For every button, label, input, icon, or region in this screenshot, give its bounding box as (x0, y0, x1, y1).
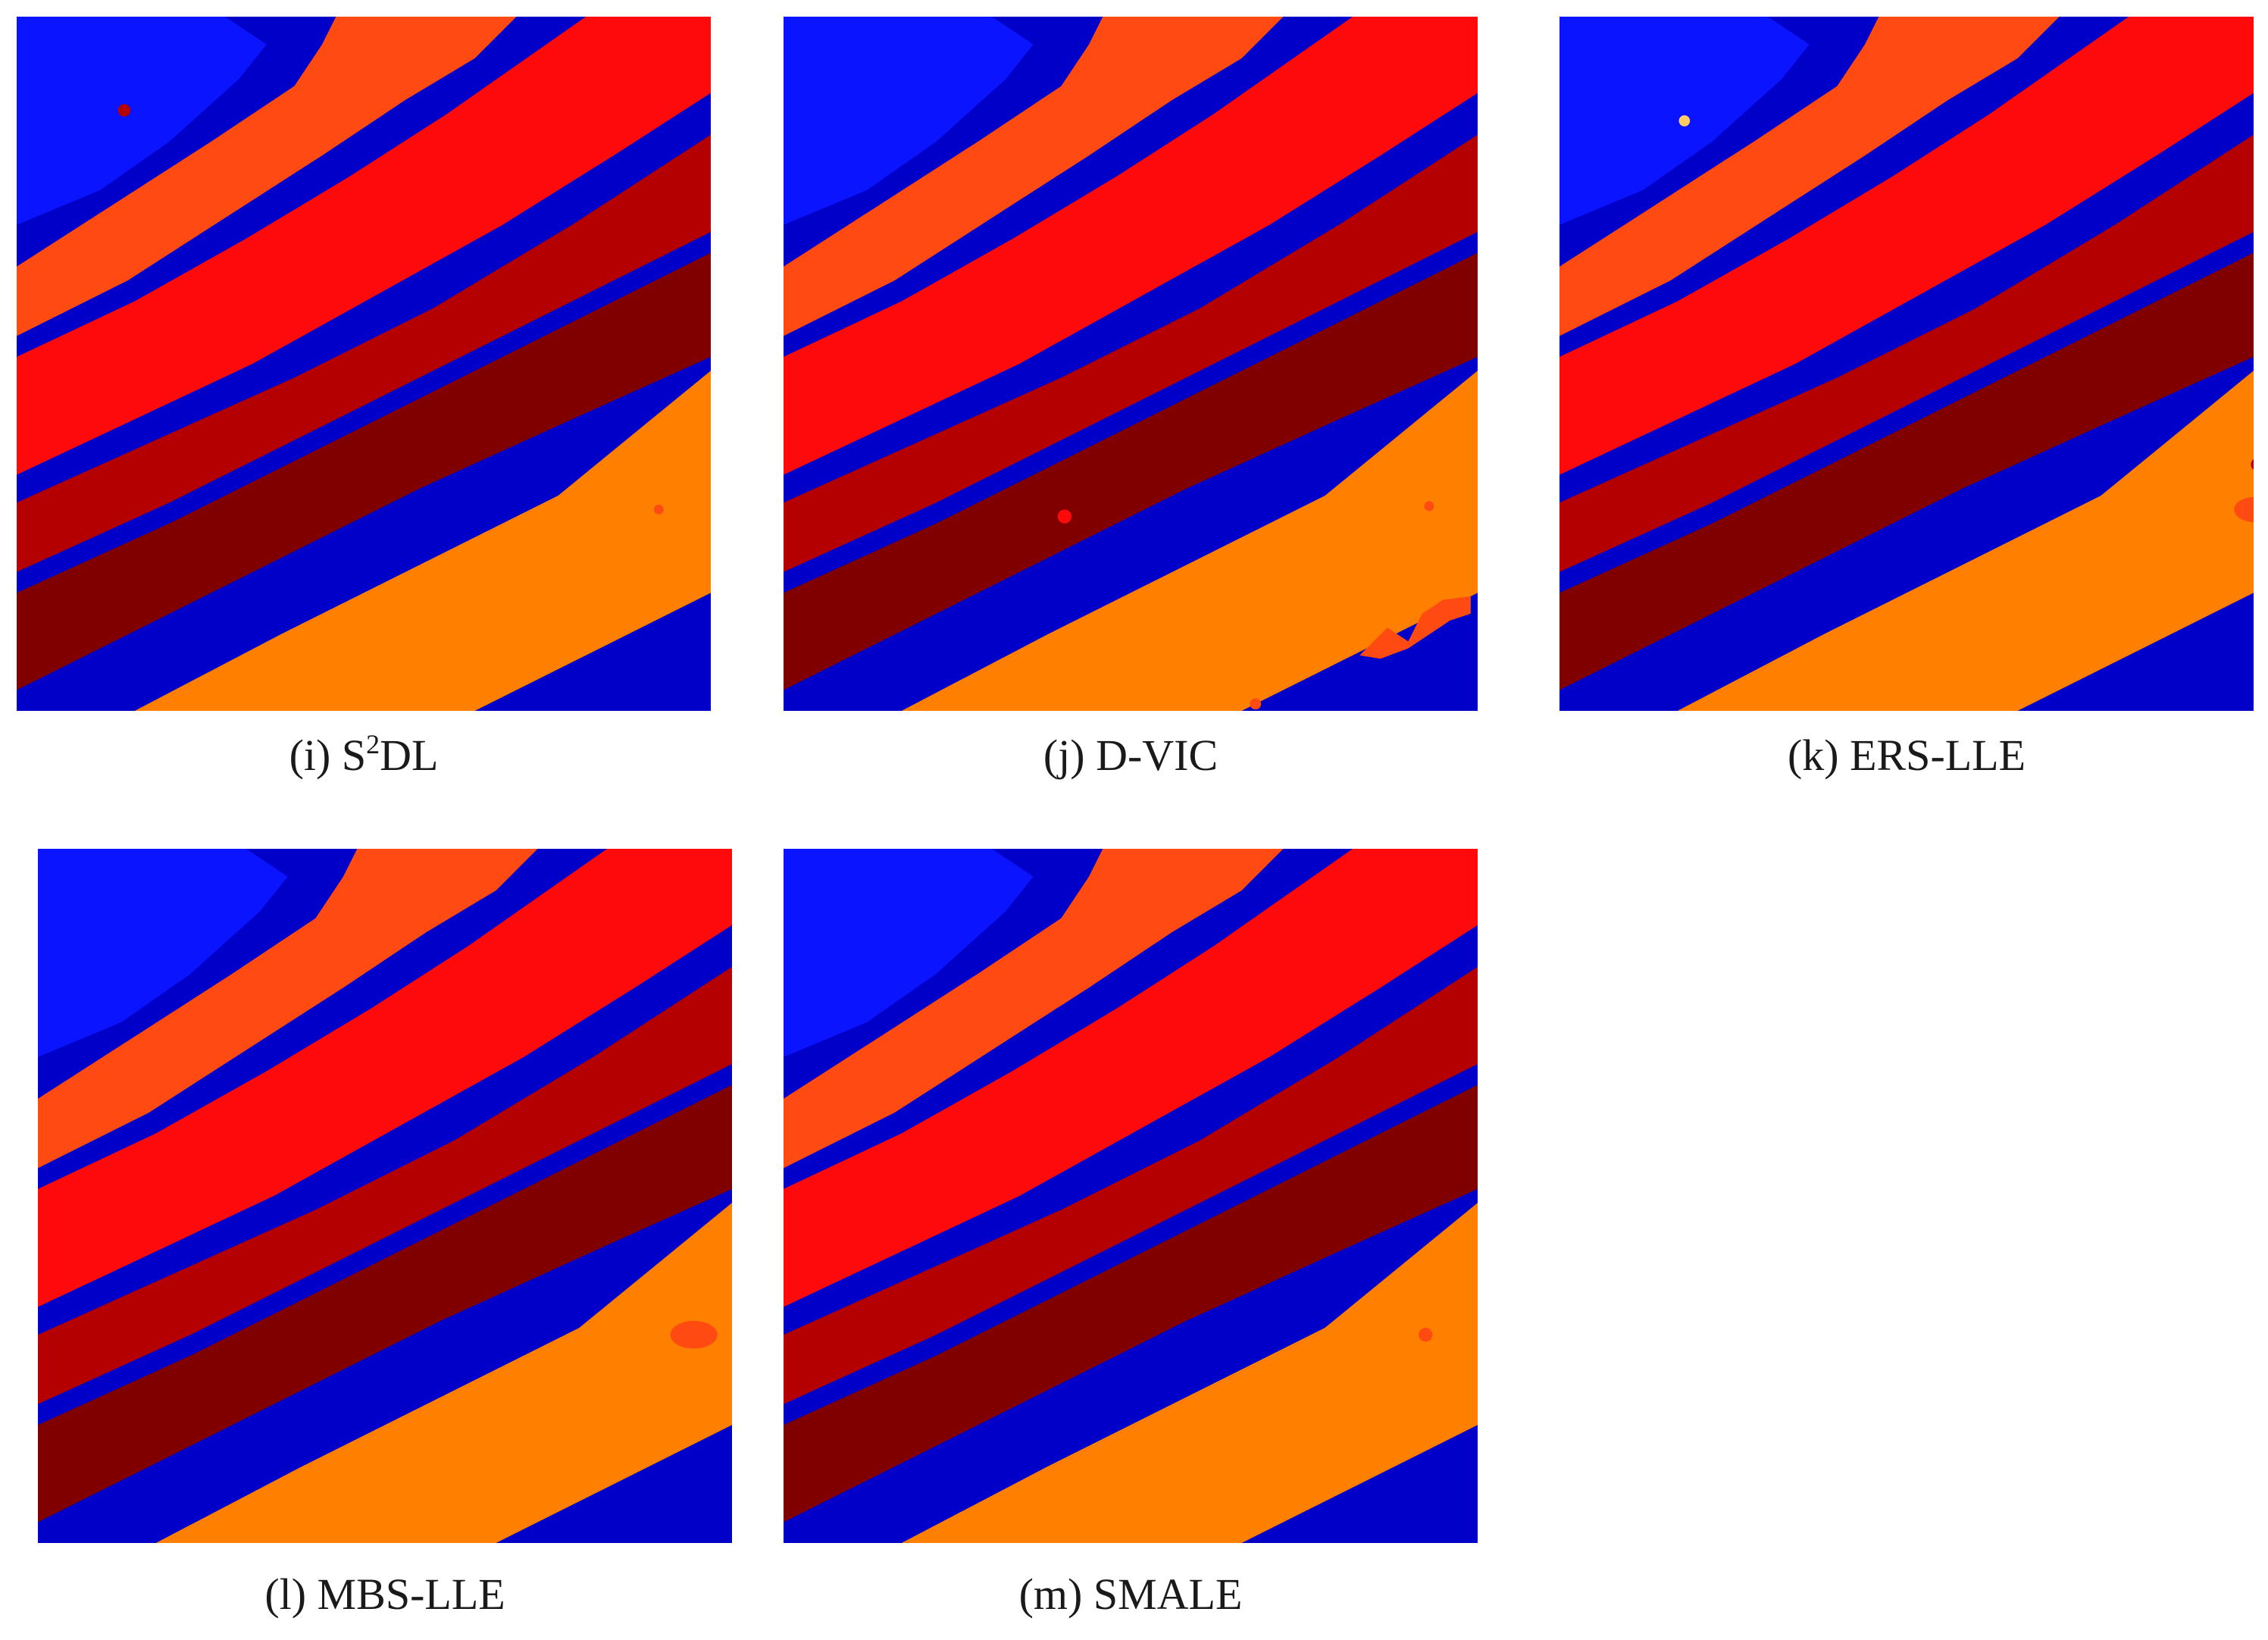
cluster-map-k (1559, 17, 2254, 711)
caption-i: (i) S2DL (289, 729, 439, 780)
cluster-map-i (17, 17, 711, 711)
cluster-map-m (784, 849, 1478, 1543)
cluster-map-l (38, 849, 732, 1543)
caption-j: (j) D-VIC (1043, 731, 1218, 780)
cluster-map-j (784, 17, 1478, 711)
caption-k: (k) ERS-LLE (1787, 731, 2026, 780)
caption-l: (l) MBS-LLE (264, 1570, 505, 1619)
caption-m: (m) SMALE (1018, 1570, 1243, 1619)
